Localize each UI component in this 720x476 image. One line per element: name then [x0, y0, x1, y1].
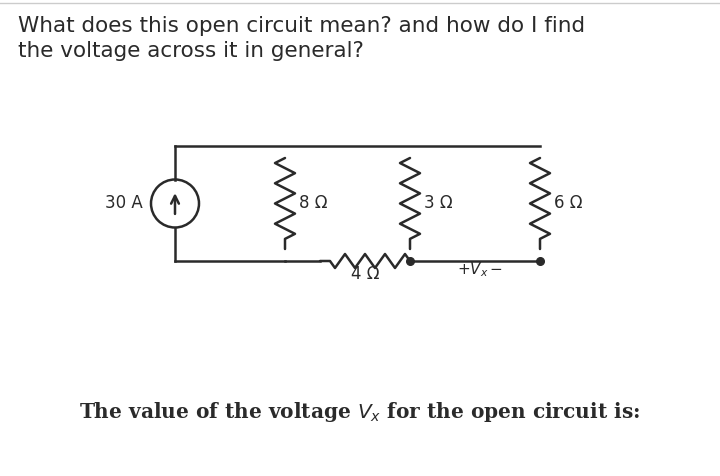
Text: 3 Ω: 3 Ω — [424, 195, 453, 212]
Text: the voltage across it in general?: the voltage across it in general? — [18, 41, 364, 61]
Text: 8 Ω: 8 Ω — [299, 195, 328, 212]
Text: The value of the voltage $V_x$ for the open circuit is:: The value of the voltage $V_x$ for the o… — [79, 400, 641, 424]
Text: What does this open circuit mean? and how do I find: What does this open circuit mean? and ho… — [18, 16, 585, 36]
Text: 6 Ω: 6 Ω — [554, 195, 582, 212]
Text: 30 A: 30 A — [105, 195, 143, 212]
Text: 4 Ω: 4 Ω — [351, 265, 379, 283]
Text: $+ V_x -$: $+ V_x -$ — [457, 261, 503, 279]
